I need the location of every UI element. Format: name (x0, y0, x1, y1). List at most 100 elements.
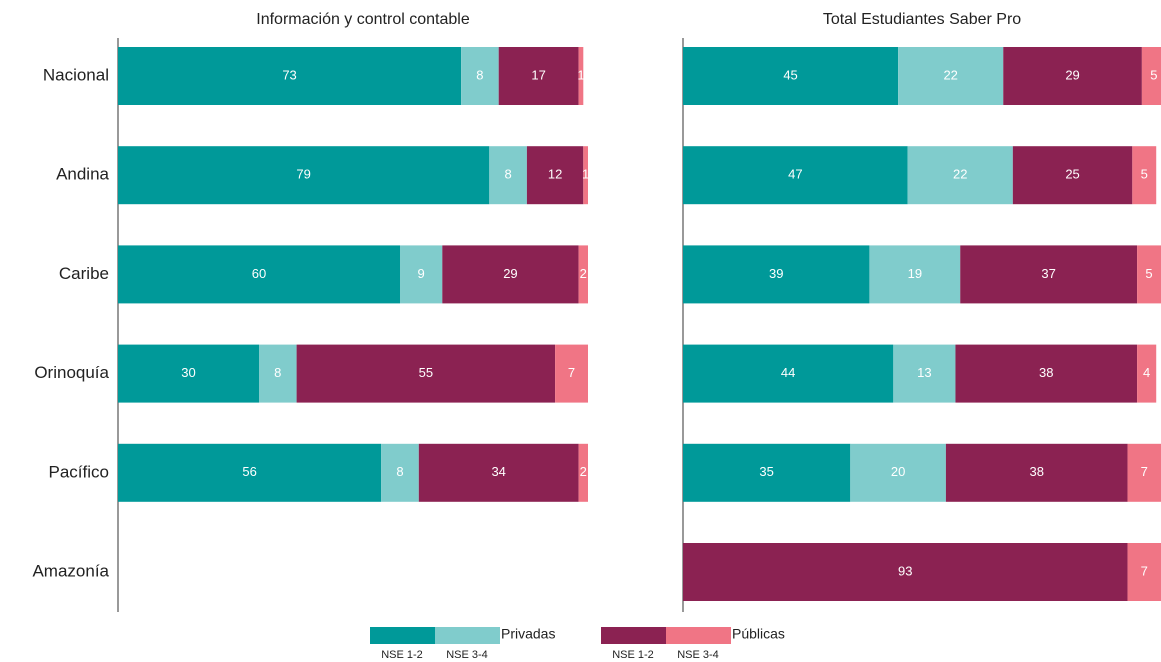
bar-segment (955, 344, 1138, 403)
value-label: 44 (781, 365, 795, 380)
bar-segment (1127, 543, 1161, 601)
bar-segment (1132, 146, 1157, 205)
bar-segment (400, 245, 443, 304)
bar-segment (583, 146, 588, 205)
legend-swatch (370, 627, 435, 644)
legend-item-label: NSE 1-2 (381, 649, 423, 661)
bar-segment (893, 344, 956, 403)
value-label: 20 (891, 464, 905, 479)
value-label: 25 (1065, 167, 1079, 182)
bar-segment (850, 443, 946, 502)
bar-segment (683, 543, 1128, 601)
category-label: Nacional (43, 65, 109, 84)
value-label: 17 (531, 67, 545, 82)
value-label: 38 (1029, 464, 1043, 479)
value-label: 8 (274, 365, 281, 380)
bar-segment (683, 443, 851, 502)
value-label: 29 (1065, 67, 1079, 82)
value-label: 8 (396, 464, 403, 479)
value-label: 12 (548, 167, 562, 182)
value-label: 19 (908, 266, 922, 281)
value-label: 13 (917, 365, 931, 380)
bar-segment (869, 245, 961, 304)
value-label: 38 (1039, 365, 1053, 380)
bar-segment (118, 443, 382, 502)
legend-swatch (601, 627, 666, 644)
bar-segment (1137, 245, 1161, 304)
bar-segment (578, 47, 584, 105)
bar-segment (1003, 47, 1142, 105)
value-label: 5 (1145, 266, 1152, 281)
legend-group-label: Públicas (732, 626, 785, 642)
legend-group-label: Privadas (501, 626, 555, 642)
value-label: 39 (769, 266, 783, 281)
bar-segment (442, 245, 579, 304)
legend-swatch (666, 627, 731, 644)
value-label: 93 (898, 563, 912, 578)
bar-segment (1137, 344, 1157, 403)
value-label: 2 (580, 266, 587, 281)
value-label: 30 (181, 365, 195, 380)
bar-segment (118, 47, 462, 105)
category-label: Pacífico (49, 462, 109, 481)
value-label: 4 (1143, 365, 1150, 380)
category-label: Orinoquía (34, 363, 109, 382)
value-label: 7 (1141, 464, 1148, 479)
value-label: 8 (504, 167, 511, 182)
chart-title: Total Estudiantes Saber Pro (823, 11, 1021, 28)
bar-segment (960, 245, 1138, 304)
bar-segment (1141, 47, 1161, 105)
value-label: 79 (296, 167, 310, 182)
value-label: 22 (943, 67, 957, 82)
bar-segment (683, 245, 870, 304)
legend-item-label: NSE 1-2 (612, 649, 654, 661)
bar-segment (683, 344, 894, 403)
category-label: Amazonía (32, 561, 109, 580)
legend-item-label: NSE 3-4 (677, 649, 719, 661)
value-label: 7 (568, 365, 575, 380)
value-label: 1 (582, 167, 589, 182)
bar-segment (118, 245, 400, 304)
bar-segment (907, 146, 1013, 205)
bar-segment (118, 344, 259, 403)
bar-segment (118, 146, 490, 205)
value-label: 8 (476, 67, 483, 82)
bar-segment (259, 344, 297, 403)
category-label: Andina (56, 165, 109, 184)
bar-segment (418, 443, 579, 502)
bar-segment (461, 47, 499, 105)
value-label: 5 (1150, 67, 1157, 82)
value-label: 34 (491, 464, 505, 479)
bar-segment (555, 344, 588, 403)
bar-segment (578, 443, 588, 502)
chart-title: Información y control contable (256, 11, 470, 28)
bar-segment (683, 47, 899, 105)
value-label: 55 (419, 365, 433, 380)
bar-segment (898, 47, 1004, 105)
value-label: 56 (242, 464, 256, 479)
value-label: 7 (1141, 563, 1148, 578)
legend-item-label: NSE 3-4 (446, 649, 488, 661)
value-label: 35 (759, 464, 773, 479)
value-label: 73 (282, 67, 296, 82)
value-label: 5 (1141, 167, 1148, 182)
bar-segment (381, 443, 419, 502)
bar-segment (945, 443, 1128, 502)
value-label: 45 (783, 67, 797, 82)
bar-segment (683, 146, 908, 205)
category-label: Caribe (59, 264, 109, 283)
bar-segment (296, 344, 556, 403)
bar-segment (489, 146, 527, 205)
value-label: 29 (503, 266, 517, 281)
bar-segment (1127, 443, 1161, 502)
bar-segment (1012, 146, 1133, 205)
bar-segment (526, 146, 584, 205)
value-label: 22 (953, 167, 967, 182)
value-label: 9 (418, 266, 425, 281)
value-label: 60 (252, 266, 266, 281)
legend-swatch (435, 627, 500, 644)
value-label: 1 (577, 67, 584, 82)
value-label: 37 (1041, 266, 1055, 281)
value-label: 2 (580, 464, 587, 479)
